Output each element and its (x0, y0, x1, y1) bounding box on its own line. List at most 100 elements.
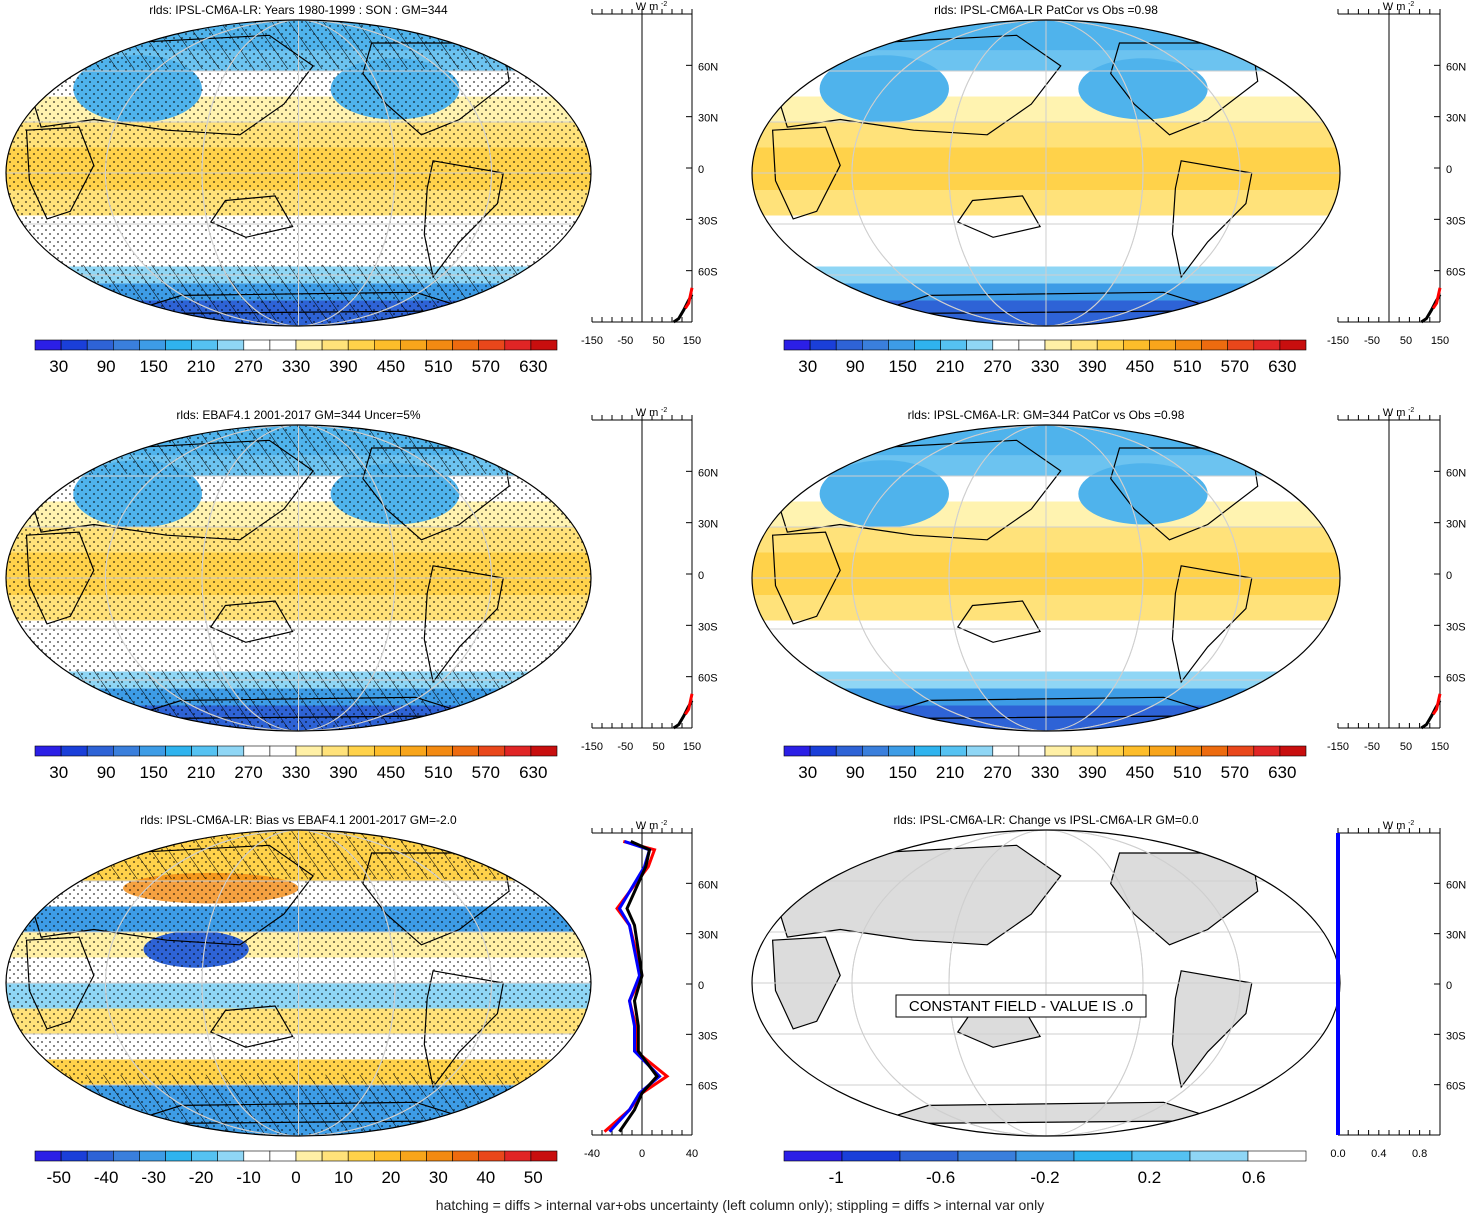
colorbar: 30 90 150 210 270 330 390 450 510 570 630 (783, 339, 1307, 376)
colorbar-label: 20 (381, 1168, 400, 1187)
colorbar-swatch (1189, 1150, 1249, 1162)
zonal-mean-line (618, 840, 659, 1133)
zonal-tick-label: -50 (617, 741, 633, 753)
colorbar-swatch (269, 339, 297, 351)
zonal-tick-label: 50 (1400, 335, 1412, 347)
coastline (771, 126, 841, 220)
colorbar-swatch (783, 1150, 843, 1162)
colorbar-label: 330 (282, 357, 310, 376)
colorbar-label: 40 (476, 1168, 495, 1187)
zonal-tick-label: 50 (1400, 741, 1412, 753)
colorbar-swatch (1149, 339, 1176, 351)
colorbar-label: 330 (1031, 357, 1059, 376)
colorbar-label: 90 (846, 763, 865, 782)
colorbar-swatch (191, 1150, 219, 1162)
colorbar-label: 390 (329, 763, 357, 782)
zonal-tick-label: 150 (683, 335, 701, 347)
colorbar-swatch (34, 1150, 62, 1162)
colorbar-swatch (1131, 1150, 1191, 1162)
colorbar-swatch (373, 339, 401, 351)
colorbar-swatch (1247, 1150, 1307, 1162)
coastline (1171, 565, 1253, 684)
footnote: hatching = diffs > internal var+obs unce… (436, 1197, 1044, 1213)
colorbar-swatch (321, 339, 349, 351)
colorbar-swatch (295, 745, 323, 757)
colorbar-label: 630 (1268, 763, 1296, 782)
colorbar-swatch (888, 339, 915, 351)
panel-title: rlds: EBAF4.1 2001-2017 GM=344 Uncer=5% (176, 408, 420, 422)
colorbar-label: 30 (49, 357, 68, 376)
colorbar-label: 30 (49, 763, 68, 782)
lat-tick-label: 30N (1446, 930, 1466, 942)
colorbar-swatch (914, 339, 941, 351)
colorbar-swatch (295, 339, 323, 351)
zonal-mean-line (1431, 287, 1442, 310)
colorbar-swatch (861, 339, 889, 351)
colorbar-swatch (269, 1150, 297, 1162)
zonal-tick-label: -150 (1327, 741, 1349, 753)
colorbar-swatch (1123, 339, 1150, 351)
zonal-units: W m (636, 1, 659, 13)
lat-tick-label: 60N (698, 61, 718, 73)
colorbar-swatch (86, 745, 114, 757)
zonal-tick-label: -50 (1364, 741, 1380, 753)
zonal-units: W m (1383, 407, 1406, 419)
colorbar-swatch (400, 745, 427, 757)
colorbar-label: -10 (236, 1168, 261, 1187)
colorbar-label: 390 (329, 357, 357, 376)
graticule (752, 20, 1340, 326)
zonal-tick-label: 0.4 (1371, 1148, 1386, 1160)
colorbar-swatch (191, 745, 219, 757)
colorbar-swatch (530, 745, 558, 757)
colorbar-swatch (478, 745, 506, 757)
colorbar-swatch (321, 745, 349, 757)
colorbar-swatch (165, 745, 192, 757)
lat-tick-label: 60S (698, 267, 718, 279)
colorbar-swatch (992, 745, 1020, 757)
lat-tick-label: 0 (1446, 570, 1452, 582)
lat-tick-label: 30S (1446, 621, 1466, 633)
colorbar-swatch (452, 339, 480, 351)
coastline (956, 600, 1042, 643)
colorbar: 30 90 150 210 270 330 390 450 510 570 630 (34, 745, 558, 782)
colorbar-label: 450 (1126, 763, 1154, 782)
map-frame (5, 829, 592, 1137)
colorbar-swatch (1044, 339, 1072, 351)
colorbar-swatch (1201, 339, 1228, 351)
colorbar-swatch (165, 1150, 192, 1162)
zonal-tick-label: 40 (686, 1148, 698, 1160)
colorbar-swatch (34, 339, 62, 351)
colorbar-swatch (1175, 745, 1202, 757)
zonal-tick-label: -150 (1327, 335, 1349, 347)
panel-title: rlds: IPSL-CM6A-LR: Years 1980-1999 : SO… (149, 3, 448, 17)
graticule (6, 830, 591, 1136)
colorbar-swatch (1070, 339, 1098, 351)
colorbar: 30 90 150 210 270 330 390 450 510 570 630 (783, 745, 1307, 782)
lat-tick-label: 30N (698, 930, 718, 942)
colorbar-swatch (1227, 339, 1255, 351)
colorbar-swatch (217, 1150, 245, 1162)
colorbar-label: 210 (187, 357, 215, 376)
colorbar-swatch (165, 339, 192, 351)
colorbar-label: 150 (888, 357, 916, 376)
lat-tick-label: 30N (1446, 519, 1466, 531)
colorbar-swatch (1279, 745, 1307, 757)
zonal-mean-plot: -150 -50 50 150 W m -2 60N 30N 0 30S 60S (581, 407, 718, 753)
constant-field-label: CONSTANT FIELD - VALUE IS .0 (909, 998, 1133, 1015)
zonal-units-exponent: -2 (1408, 1, 1414, 8)
colorbar-swatch (835, 339, 863, 351)
lat-tick-label: 30S (1446, 1030, 1466, 1042)
colorbar-swatch (60, 745, 88, 757)
colorbar-label: 150 (139, 763, 167, 782)
zonal-mean-plot: -150 -50 50 150 W m -2 60N 30N 0 30S 60S (1327, 1, 1466, 347)
colorbar-label: -20 (189, 1168, 214, 1187)
colorbar-swatch (478, 339, 506, 351)
colorbar-swatch (1096, 745, 1124, 757)
colorbar-swatch (452, 1150, 480, 1162)
constant-field-box (895, 994, 1147, 1018)
colorbar-swatch (139, 339, 166, 351)
coastline (1171, 970, 1253, 1089)
colorbar: -1 -0.6 -0.2 0.2 0.6 (783, 1150, 1307, 1187)
colorbar-label: 570 (472, 763, 500, 782)
